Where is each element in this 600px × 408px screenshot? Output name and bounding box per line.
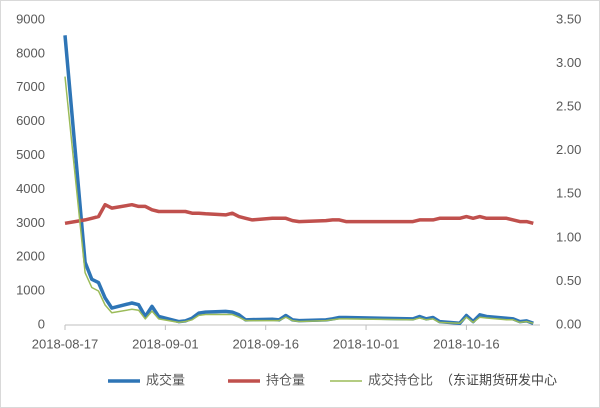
y-tick-label: 5000	[16, 147, 45, 162]
y2-tick-label: 3.00	[556, 55, 581, 70]
y2-tick-label: 1.50	[556, 186, 581, 201]
legend-label: 持仓量	[266, 372, 305, 387]
y-tick-label: 2000	[16, 249, 45, 264]
y-tick-label: 7000	[16, 79, 45, 94]
y-tick-label: 3000	[16, 215, 45, 230]
y2-tick-label: 2.00	[556, 142, 581, 157]
x-tick-label: 2018-08-17	[32, 336, 99, 351]
y2-tick-label: 0.00	[556, 316, 581, 331]
y-tick-label: 0	[38, 316, 45, 331]
x-tick-label: 2018-10-16	[433, 336, 500, 351]
x-tick-label: 2018-10-01	[333, 336, 400, 351]
y2-tick-label: 3.50	[556, 11, 581, 26]
y-tick-label: 8000	[16, 45, 45, 60]
x-tick-label: 2018-09-16	[232, 336, 299, 351]
y-tick-label: 4000	[16, 181, 45, 196]
y2-tick-label: 1.00	[556, 229, 581, 244]
y-tick-label: 9000	[16, 11, 45, 26]
x-tick-label: 2018-09-01	[132, 336, 199, 351]
legend-label: 成交持仓比	[368, 372, 433, 387]
legend-label: 成交量	[146, 372, 185, 387]
y-tick-label: 1000	[16, 283, 45, 298]
y2-tick-label: 2.50	[556, 99, 581, 114]
watermark: （东证期货研发中心	[440, 372, 557, 387]
series-line	[64, 76, 534, 325]
y2-tick-label: 0.50	[556, 273, 581, 288]
series-line	[64, 202, 534, 226]
y-tick-label: 6000	[16, 113, 45, 128]
